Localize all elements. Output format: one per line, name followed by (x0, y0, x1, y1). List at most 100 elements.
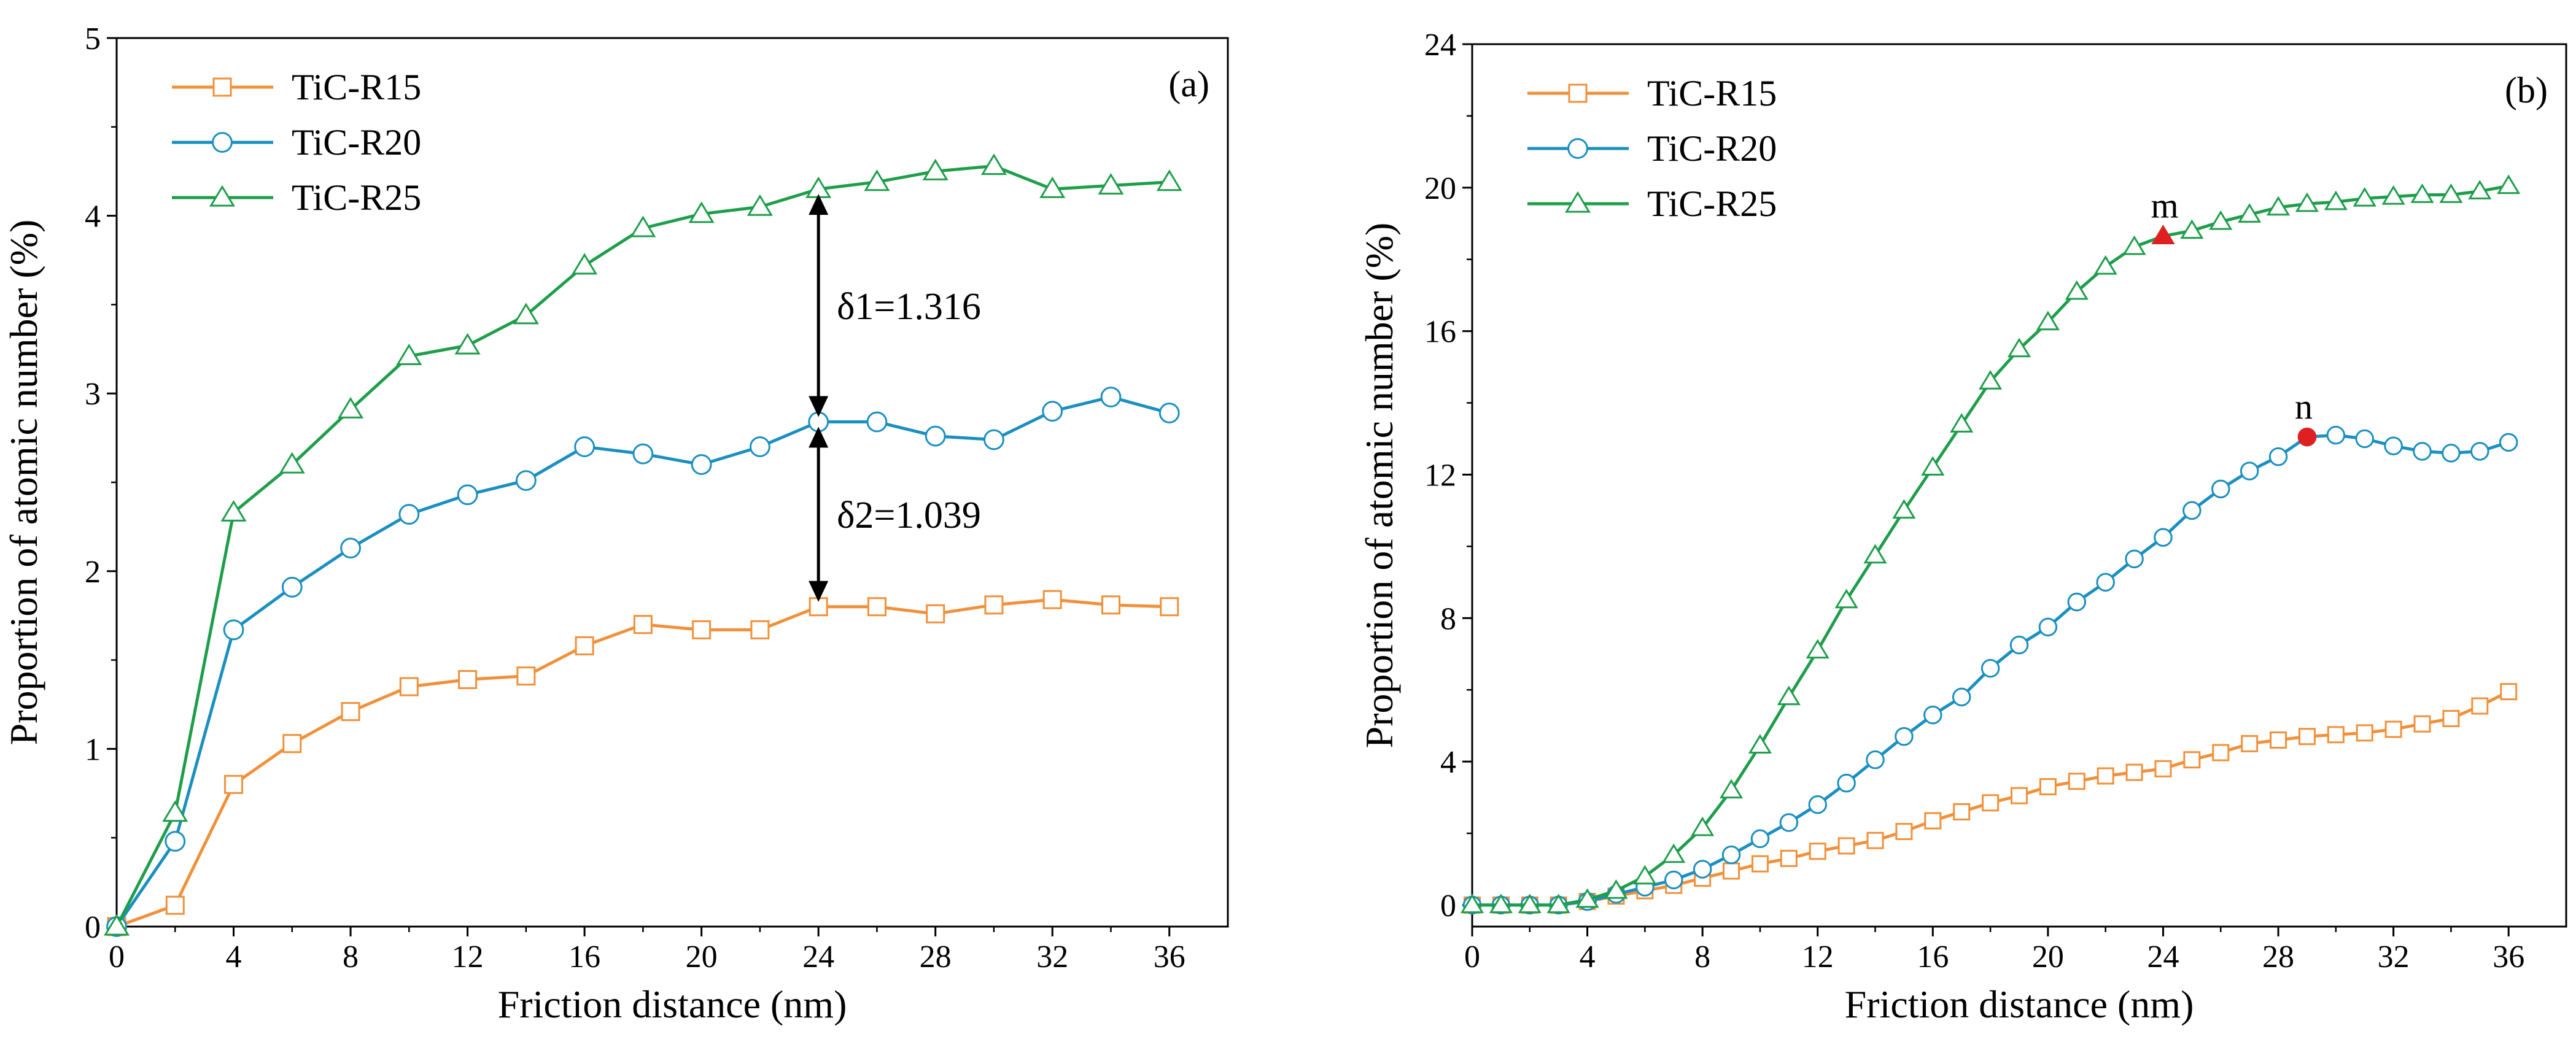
data-point (1750, 829, 1770, 849)
data-point (1980, 658, 2000, 678)
data-point (2413, 442, 2432, 461)
data-point (2093, 255, 2117, 275)
delta-annotation: δ1=1.316 (809, 194, 981, 417)
data-point (2038, 617, 2058, 637)
data-point (574, 436, 596, 457)
data-point (1863, 544, 1887, 564)
data-point (2011, 787, 2028, 804)
legend-label: TiC-R25 (292, 177, 421, 218)
highlighted-point (2151, 225, 2175, 244)
data-point (922, 158, 949, 180)
data-point (1895, 727, 1914, 746)
data-point (983, 429, 1004, 450)
data-point (2442, 444, 2461, 463)
series-tic-r25 (103, 153, 1182, 936)
data-point (575, 636, 594, 655)
data-point (925, 425, 946, 447)
data-point (1924, 812, 1942, 830)
y-tick-label: 24 (1424, 28, 1456, 63)
data-point (984, 595, 1004, 615)
data-point (2009, 635, 2029, 655)
data-point (2500, 683, 2518, 701)
arrow-head-down (809, 580, 829, 602)
data-point (2125, 763, 2143, 781)
y-tick-label: 2 (85, 555, 101, 590)
x-tick-label: 24 (2147, 939, 2179, 974)
data-point (2384, 720, 2402, 738)
data-point (750, 620, 770, 639)
series-line (115, 395, 1170, 928)
x-tick-label: 24 (802, 939, 834, 974)
data-point (1779, 813, 1799, 832)
data-point (866, 411, 888, 433)
data-point (1664, 870, 1683, 890)
data-point (572, 253, 598, 275)
plot-frame (1471, 43, 2567, 928)
series-tic-r20 (1462, 425, 2518, 915)
data-point (630, 215, 656, 237)
data-point (398, 504, 420, 525)
data-point (749, 436, 770, 457)
data-point (2036, 310, 2060, 331)
data-point (223, 619, 244, 641)
data-point (2470, 442, 2489, 461)
data-point (2439, 183, 2463, 203)
data-point (926, 604, 945, 623)
x-tick-label: 16 (568, 939, 600, 974)
y-tick-label: 0 (85, 910, 101, 945)
data-point (1489, 893, 1513, 914)
data-point (1837, 773, 1856, 793)
series-tic-r25 (1460, 174, 2521, 914)
data-point (103, 914, 130, 936)
series-line (116, 598, 1170, 928)
data-point (2180, 219, 2204, 239)
x-tick-label: 16 (1917, 939, 1949, 974)
data-point (2410, 183, 2434, 203)
data-point (1039, 176, 1066, 198)
delta-annotation: δ2=1.039 (809, 426, 981, 602)
data-point (1806, 639, 1829, 659)
legend: TiC-R15 TiC-R20 TiC-R25 (172, 67, 421, 218)
data-point (1575, 888, 1599, 908)
legend-marker (1567, 138, 1588, 159)
x-tick-label: 20 (686, 939, 718, 974)
y-tick-label: 5 (85, 21, 101, 56)
series-tic-r20 (106, 387, 1180, 937)
data-point (1780, 849, 1798, 867)
data-point (2007, 338, 2031, 358)
x-tick-label: 28 (2262, 939, 2294, 974)
highlight-label: n (2295, 387, 2313, 426)
legend-marker (212, 132, 233, 153)
data-point (2298, 728, 2316, 746)
y-axis-title: Proportion of atomic number (%) (2, 220, 45, 746)
data-point (1953, 803, 1971, 820)
data-point (2182, 501, 2202, 520)
data-point (513, 303, 539, 325)
data-point (1834, 588, 1858, 609)
data-point (2240, 461, 2259, 480)
highlight-label: m (2151, 186, 2178, 226)
data-point (2125, 549, 2144, 569)
legend-marker (209, 185, 236, 207)
data-point (1042, 590, 1062, 609)
y-tick-label: 1 (85, 732, 101, 767)
data-point (1460, 893, 1484, 914)
x-tick-label: 28 (920, 939, 952, 974)
data-point (867, 597, 886, 617)
data-point (1693, 860, 1712, 879)
legend-label: TiC-R15 (292, 67, 421, 107)
x-tick-label: 8 (343, 939, 359, 974)
data-point (2154, 528, 2173, 547)
data-point (1866, 750, 1885, 770)
y-tick-label: 12 (1424, 458, 1456, 493)
data-point (2353, 187, 2376, 207)
delta-label: δ1=1.316 (837, 286, 981, 328)
legend-marker (212, 77, 232, 97)
x-tick-label: 4 (1580, 939, 1596, 974)
data-point (1892, 499, 1916, 519)
data-point (2413, 715, 2431, 733)
data-point (2096, 573, 2115, 592)
data-point (2039, 778, 2057, 796)
data-point (2154, 760, 2172, 777)
